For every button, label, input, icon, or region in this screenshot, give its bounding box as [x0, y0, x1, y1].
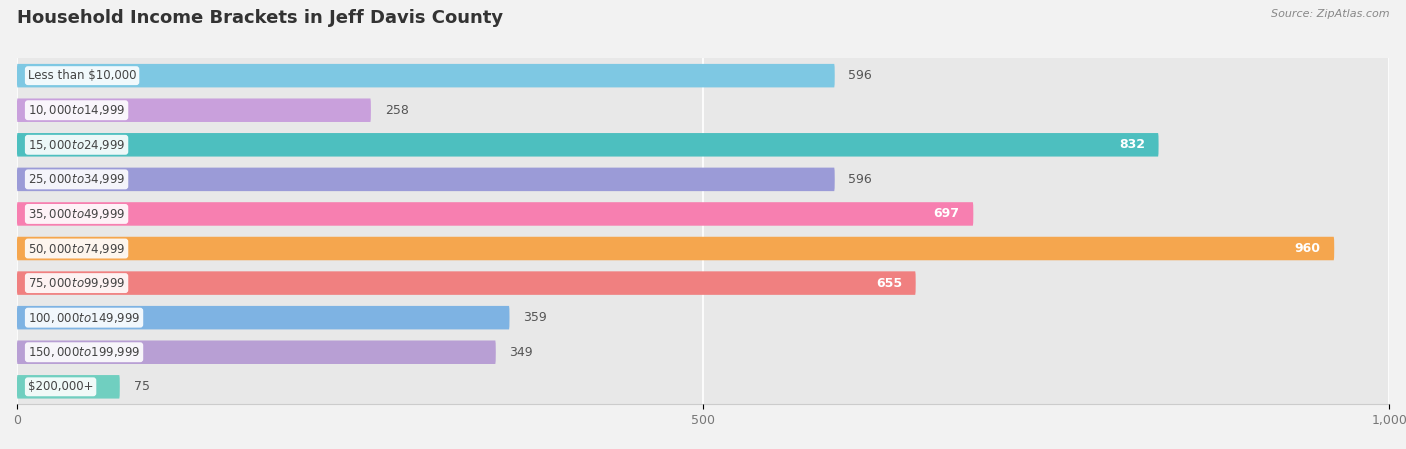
- Text: 258: 258: [385, 104, 409, 117]
- Bar: [17, 231, 1389, 266]
- Text: $15,000 to $24,999: $15,000 to $24,999: [28, 138, 125, 152]
- FancyBboxPatch shape: [17, 167, 835, 191]
- Text: 349: 349: [509, 346, 533, 359]
- Bar: [17, 266, 1389, 300]
- Text: $150,000 to $199,999: $150,000 to $199,999: [28, 345, 141, 359]
- FancyBboxPatch shape: [17, 98, 371, 122]
- FancyBboxPatch shape: [17, 133, 1159, 157]
- FancyBboxPatch shape: [17, 375, 120, 399]
- Text: Less than $10,000: Less than $10,000: [28, 69, 136, 82]
- Text: $75,000 to $99,999: $75,000 to $99,999: [28, 276, 125, 290]
- Text: Household Income Brackets in Jeff Davis County: Household Income Brackets in Jeff Davis …: [17, 9, 503, 27]
- FancyBboxPatch shape: [17, 340, 496, 364]
- Text: 75: 75: [134, 380, 149, 393]
- Text: 359: 359: [523, 311, 547, 324]
- Bar: [17, 335, 1389, 370]
- FancyBboxPatch shape: [17, 202, 973, 226]
- Bar: [17, 197, 1389, 231]
- Bar: [17, 128, 1389, 162]
- Text: 697: 697: [934, 207, 960, 220]
- Text: Source: ZipAtlas.com: Source: ZipAtlas.com: [1271, 9, 1389, 19]
- Bar: [17, 300, 1389, 335]
- Text: $35,000 to $49,999: $35,000 to $49,999: [28, 207, 125, 221]
- FancyBboxPatch shape: [17, 306, 509, 330]
- FancyBboxPatch shape: [17, 64, 835, 88]
- Text: 596: 596: [848, 69, 872, 82]
- Text: 832: 832: [1119, 138, 1144, 151]
- Bar: [17, 162, 1389, 197]
- Text: $50,000 to $74,999: $50,000 to $74,999: [28, 242, 125, 255]
- Text: $25,000 to $34,999: $25,000 to $34,999: [28, 172, 125, 186]
- Text: 655: 655: [876, 277, 903, 290]
- Text: 960: 960: [1295, 242, 1320, 255]
- Bar: [17, 58, 1389, 93]
- Text: $200,000+: $200,000+: [28, 380, 93, 393]
- FancyBboxPatch shape: [17, 237, 1334, 260]
- FancyBboxPatch shape: [17, 271, 915, 295]
- Text: $10,000 to $14,999: $10,000 to $14,999: [28, 103, 125, 117]
- Text: $100,000 to $149,999: $100,000 to $149,999: [28, 311, 141, 325]
- Bar: [17, 370, 1389, 404]
- Text: 596: 596: [848, 173, 872, 186]
- Bar: [17, 93, 1389, 128]
